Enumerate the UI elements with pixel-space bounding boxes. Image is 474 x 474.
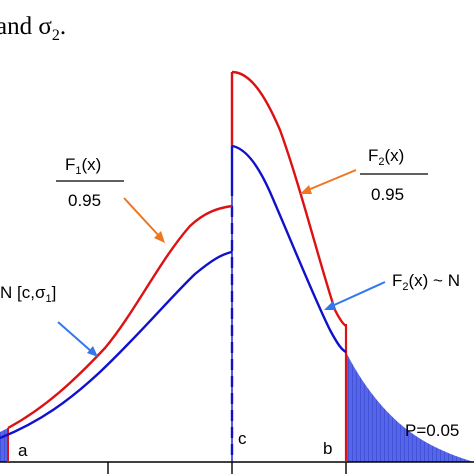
p-value-label: P=0.05 [405, 421, 459, 440]
blue-left-curve [0, 250, 233, 440]
point-b-label: b [323, 439, 332, 458]
left-tail-shade [0, 428, 8, 462]
f2-denominator: 0.95 [371, 185, 404, 204]
n1-label: N [c,σ1] [0, 283, 56, 305]
blue-right-curve [231, 144, 347, 354]
f2-arrowhead-icon [300, 185, 312, 194]
caption-fragment: and σ2. [0, 13, 66, 44]
point-a-label: a [18, 441, 28, 460]
f2-numerator: F2(x) [368, 146, 404, 168]
f1-arrowhead-icon [154, 231, 165, 243]
f2-tilde-arrow [331, 281, 386, 307]
f1-numerator: F1(x) [65, 155, 101, 177]
point-c-label: c [238, 429, 247, 448]
f2-arrow [307, 169, 357, 191]
f2-tilde-label: F2(x) ~ N [392, 271, 460, 293]
n1-arrow [57, 321, 93, 353]
right-tail-shade [346, 352, 474, 462]
n1-arrowhead-icon [87, 346, 98, 357]
red-left-curve [7, 204, 233, 430]
f1-arrow [123, 197, 161, 238]
f1-denominator: 0.95 [68, 191, 101, 210]
f2-tilde-arrowhead-icon [324, 301, 336, 310]
red-right-curve [231, 70, 347, 327]
